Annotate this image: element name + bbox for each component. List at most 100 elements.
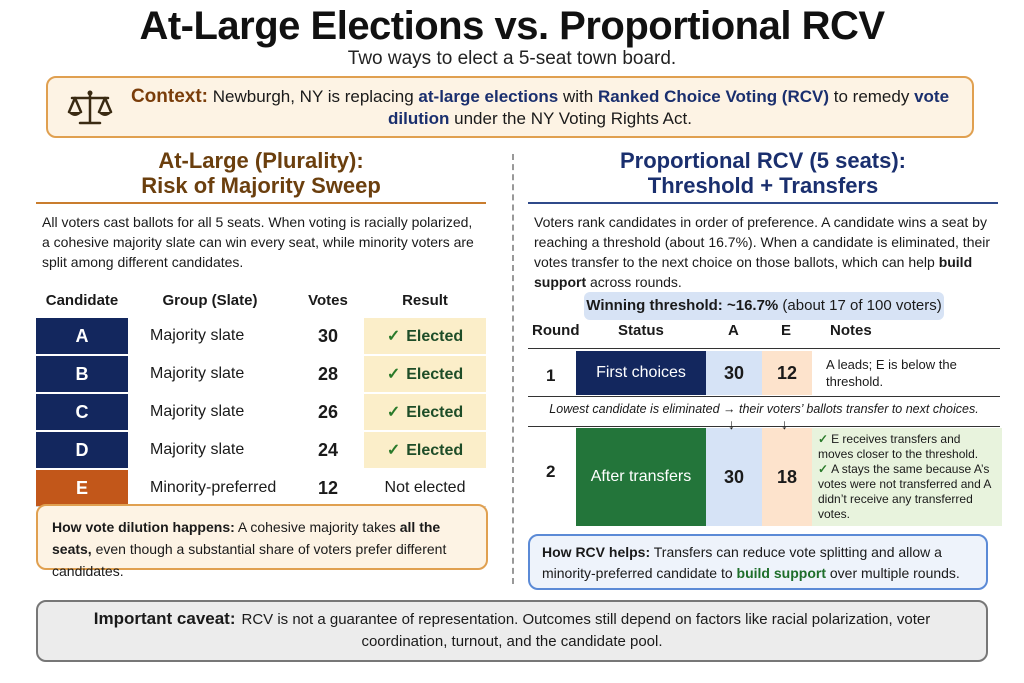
result-cell: ✓ Elected: [364, 430, 486, 470]
column-divider: [512, 154, 514, 584]
result-cell: ✓ Elected: [364, 392, 486, 432]
group-cell: Majority slate: [128, 316, 292, 356]
col-votes: Votes: [308, 291, 348, 309]
threshold-badge: Winning threshold: ~16.7% (about 17 of 1…: [584, 292, 944, 320]
col-e: E: [781, 322, 792, 339]
note-bold: all the seats,: [52, 519, 441, 557]
context-text: Context: Newburgh, NY is replacing at-la…: [128, 86, 952, 130]
left-heading-rule: [36, 202, 486, 204]
result-label: Elected: [406, 366, 464, 383]
build-support-highlight: build support: [736, 565, 826, 581]
check-icon: ✓: [386, 404, 401, 421]
elimination-note: Lowest candidate is eliminated → their v…: [549, 402, 979, 416]
context-text-part: with: [558, 87, 598, 106]
candidate-label: A: [36, 316, 128, 356]
result-cell: ✓ Elected: [364, 354, 486, 394]
page-subtitle: Two ways to elect a 5-seat town board.: [347, 48, 677, 69]
round2-note-item: ✓ E receives transfers and moves closer t…: [818, 432, 996, 462]
note-text: A cohesive majority takes: [234, 519, 400, 535]
down-arrow-icon: ↓: [781, 416, 788, 432]
left-description: All voters cast ballots for all 5 seats.…: [42, 214, 474, 270]
vote-dilution-note: How vote dilution happens: A cohesive ma…: [36, 504, 488, 579]
candidate-label: E: [36, 468, 128, 507]
table-rule: [528, 426, 1000, 427]
right-heading-rule: [528, 202, 998, 204]
round1-notes: A leads; E is below the threshold.: [826, 357, 957, 389]
rcv-helps-note: How RCV helps: Transfers can reduce vote…: [528, 534, 988, 590]
description-text: across rounds.: [586, 274, 682, 290]
table-row: D Majority slate 24 ✓ Elected: [36, 430, 486, 470]
result-label: Elected: [406, 328, 464, 345]
votes-cell: 26: [292, 392, 364, 432]
group-cell: Majority slate: [128, 392, 292, 432]
group-cell: Majority slate: [128, 354, 292, 394]
result-cell: Not elected: [364, 468, 486, 507]
description-text: Voters rank candidates in order of prefe…: [534, 214, 991, 270]
context-text-part: to remedy: [829, 87, 915, 106]
context-text-part: Newburgh, NY is replacing: [208, 87, 419, 106]
check-icon: ✓: [386, 328, 401, 345]
table-rule: [528, 396, 1000, 397]
caveat-box: Important caveat: RCV is not a guarantee …: [36, 600, 988, 662]
candidate-label: B: [36, 354, 128, 394]
result-label: Elected: [406, 442, 464, 459]
col-notes: Notes: [830, 322, 872, 339]
votes-cell: 12: [292, 468, 364, 507]
right-heading-line2: Threshold + Transfers: [647, 173, 879, 198]
left-heading-line1: At-Large (Plurality):: [158, 148, 364, 173]
round-number: 1: [546, 366, 556, 385]
group-cell: Minority-preferred: [128, 468, 292, 507]
col-candidate: Candidate: [45, 291, 119, 309]
highlight-rcv: Ranked Choice Voting (RCV): [597, 87, 830, 106]
col-round: Round: [532, 322, 580, 339]
caveat-label: Important caveat:: [93, 609, 236, 628]
table-row: C Majority slate 26 ✓ Elected: [36, 392, 486, 432]
table-row: E Minority-preferred 12 Not elected: [36, 468, 486, 507]
round2-notes: ✓ E receives transfers and moves closer t…: [812, 428, 1002, 526]
right-description: Voters rank candidates in order of prefe…: [534, 212, 1004, 292]
left-heading-line2: Risk of Majority Sweep: [141, 173, 381, 198]
threshold-detail: (about 17 of 100 voters): [778, 297, 942, 314]
note-text: A stays the same because A’s votes were …: [818, 462, 991, 521]
round2-a-votes: 30: [706, 428, 762, 526]
col-a: A: [728, 322, 739, 339]
result-cell: ✓ Elected: [364, 316, 486, 356]
build-support-highlight: build support: [534, 254, 973, 290]
at-large-results-table: Candidate Group (Slate) Votes Result A M…: [36, 284, 486, 507]
right-heading-line1: Proportional RCV (5 seats):: [619, 148, 907, 173]
scale-icon: [67, 90, 113, 125]
result-label: Elected: [406, 404, 464, 421]
votes-cell: 24: [292, 430, 364, 470]
votes-cell: 30: [292, 316, 364, 356]
left-heading: At-Large (Plurality): Risk of Majority S…: [36, 148, 486, 198]
status-first-choices: First choices: [576, 351, 706, 395]
candidate-label: D: [36, 430, 128, 470]
caveat-text: RCV is not a guarantee of representation…: [241, 611, 931, 650]
context-label: Context:: [130, 86, 209, 107]
context-text-part: under the NY Voting Rights Act.: [449, 109, 692, 128]
round2-note-item: ✓ A stays the same because A’s votes were…: [818, 462, 996, 522]
context-box: Context: Newburgh, NY is replacing at-la…: [46, 76, 974, 138]
down-arrow-icon: ↓: [728, 416, 735, 432]
right-heading: Proportional RCV (5 seats): Threshold + …: [528, 148, 998, 198]
note-text: E receives transfers and moves closer to…: [818, 432, 979, 461]
round-number: 2: [546, 462, 556, 481]
round1-a-votes: 30: [706, 351, 762, 395]
rcv-helps-label: How RCV helps:: [542, 544, 651, 560]
highlight-at-large: at-large elections: [418, 87, 559, 106]
rcv-helps-text: Transfers can reduce vote splitting and …: [542, 544, 942, 581]
status-after-transfers: After transfers: [576, 428, 706, 526]
threshold-label: Winning threshold: ~16.7%: [586, 297, 779, 314]
table-rule: [528, 348, 1000, 349]
check-icon: ✓: [386, 442, 401, 459]
highlight-vote-dilution: vote dilution: [388, 87, 950, 128]
round2-e-votes: 18: [762, 428, 812, 526]
col-result: Result: [402, 291, 448, 309]
note-label: How vote dilution happens:: [52, 519, 235, 535]
round1-e-votes: 12: [762, 351, 812, 395]
votes-cell: 28: [292, 354, 364, 394]
col-group: Group (Slate): [162, 291, 258, 309]
rcv-helps-text: over multiple rounds.: [825, 565, 960, 581]
check-icon: ✓: [818, 462, 829, 476]
col-status: Status: [618, 322, 664, 339]
